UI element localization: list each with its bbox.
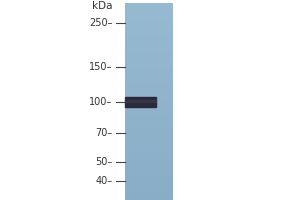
Text: kDa: kDa bbox=[92, 1, 112, 11]
Text: 150–: 150– bbox=[89, 62, 112, 72]
Text: 40–: 40– bbox=[95, 176, 112, 186]
Text: 100–: 100– bbox=[89, 97, 112, 107]
Text: 250–: 250– bbox=[89, 18, 112, 28]
Text: 70–: 70– bbox=[95, 128, 112, 138]
Bar bbox=[124, 97, 156, 107]
Bar bbox=[124, 100, 156, 102]
Text: 50–: 50– bbox=[95, 157, 112, 167]
